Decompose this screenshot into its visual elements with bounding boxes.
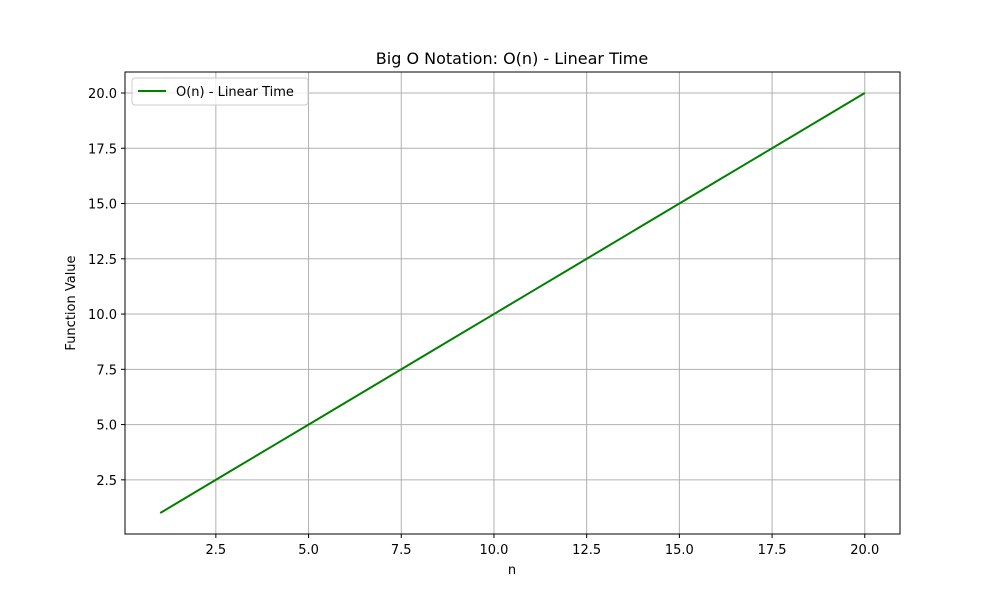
legend: O(n) - Linear Time [131, 77, 309, 106]
y-tick-label: 12.5 [88, 253, 117, 268]
x-tick-label: 10.0 [479, 543, 508, 558]
x-tick-label: 2.5 [206, 543, 227, 558]
x-tick-label: 12.5 [572, 543, 601, 558]
legend-label-o-n: O(n) - Linear Time [176, 85, 294, 100]
x-tick-label: 20.0 [850, 543, 879, 558]
x-tick-label: 15.0 [665, 543, 694, 558]
x-tick-label: 7.5 [391, 543, 412, 558]
y-axis-label: Function Value [64, 255, 79, 350]
y-tick-label: 7.5 [96, 363, 117, 378]
y-tick-label: 15.0 [88, 198, 117, 213]
y-tick-label: 5.0 [96, 419, 117, 434]
series-line-o-n [159, 92, 866, 514]
x-tick-label: 17.5 [758, 543, 787, 558]
y-axis-ticks: 2.5 5.0 7.5 10.0 12.5 15.0 17.5 20.0 [88, 87, 125, 489]
y-tick-label: 20.0 [88, 87, 117, 102]
x-axis-ticks: 2.5 5.0 7.5 10.0 12.5 15.0 17.5 20.0 [206, 534, 879, 558]
series-layer [159, 92, 866, 514]
y-tick-label: 17.5 [88, 142, 117, 157]
x-tick-label: 5.0 [298, 543, 319, 558]
plot-frame [124, 71, 901, 535]
y-tick-label: 10.0 [88, 308, 117, 323]
chart-title: Big O Notation: O(n) - Linear Time [376, 49, 648, 68]
x-axis-label: n [508, 563, 516, 578]
legend-box [131, 77, 309, 106]
y-tick-label: 2.5 [96, 474, 117, 489]
grid [125, 72, 900, 534]
